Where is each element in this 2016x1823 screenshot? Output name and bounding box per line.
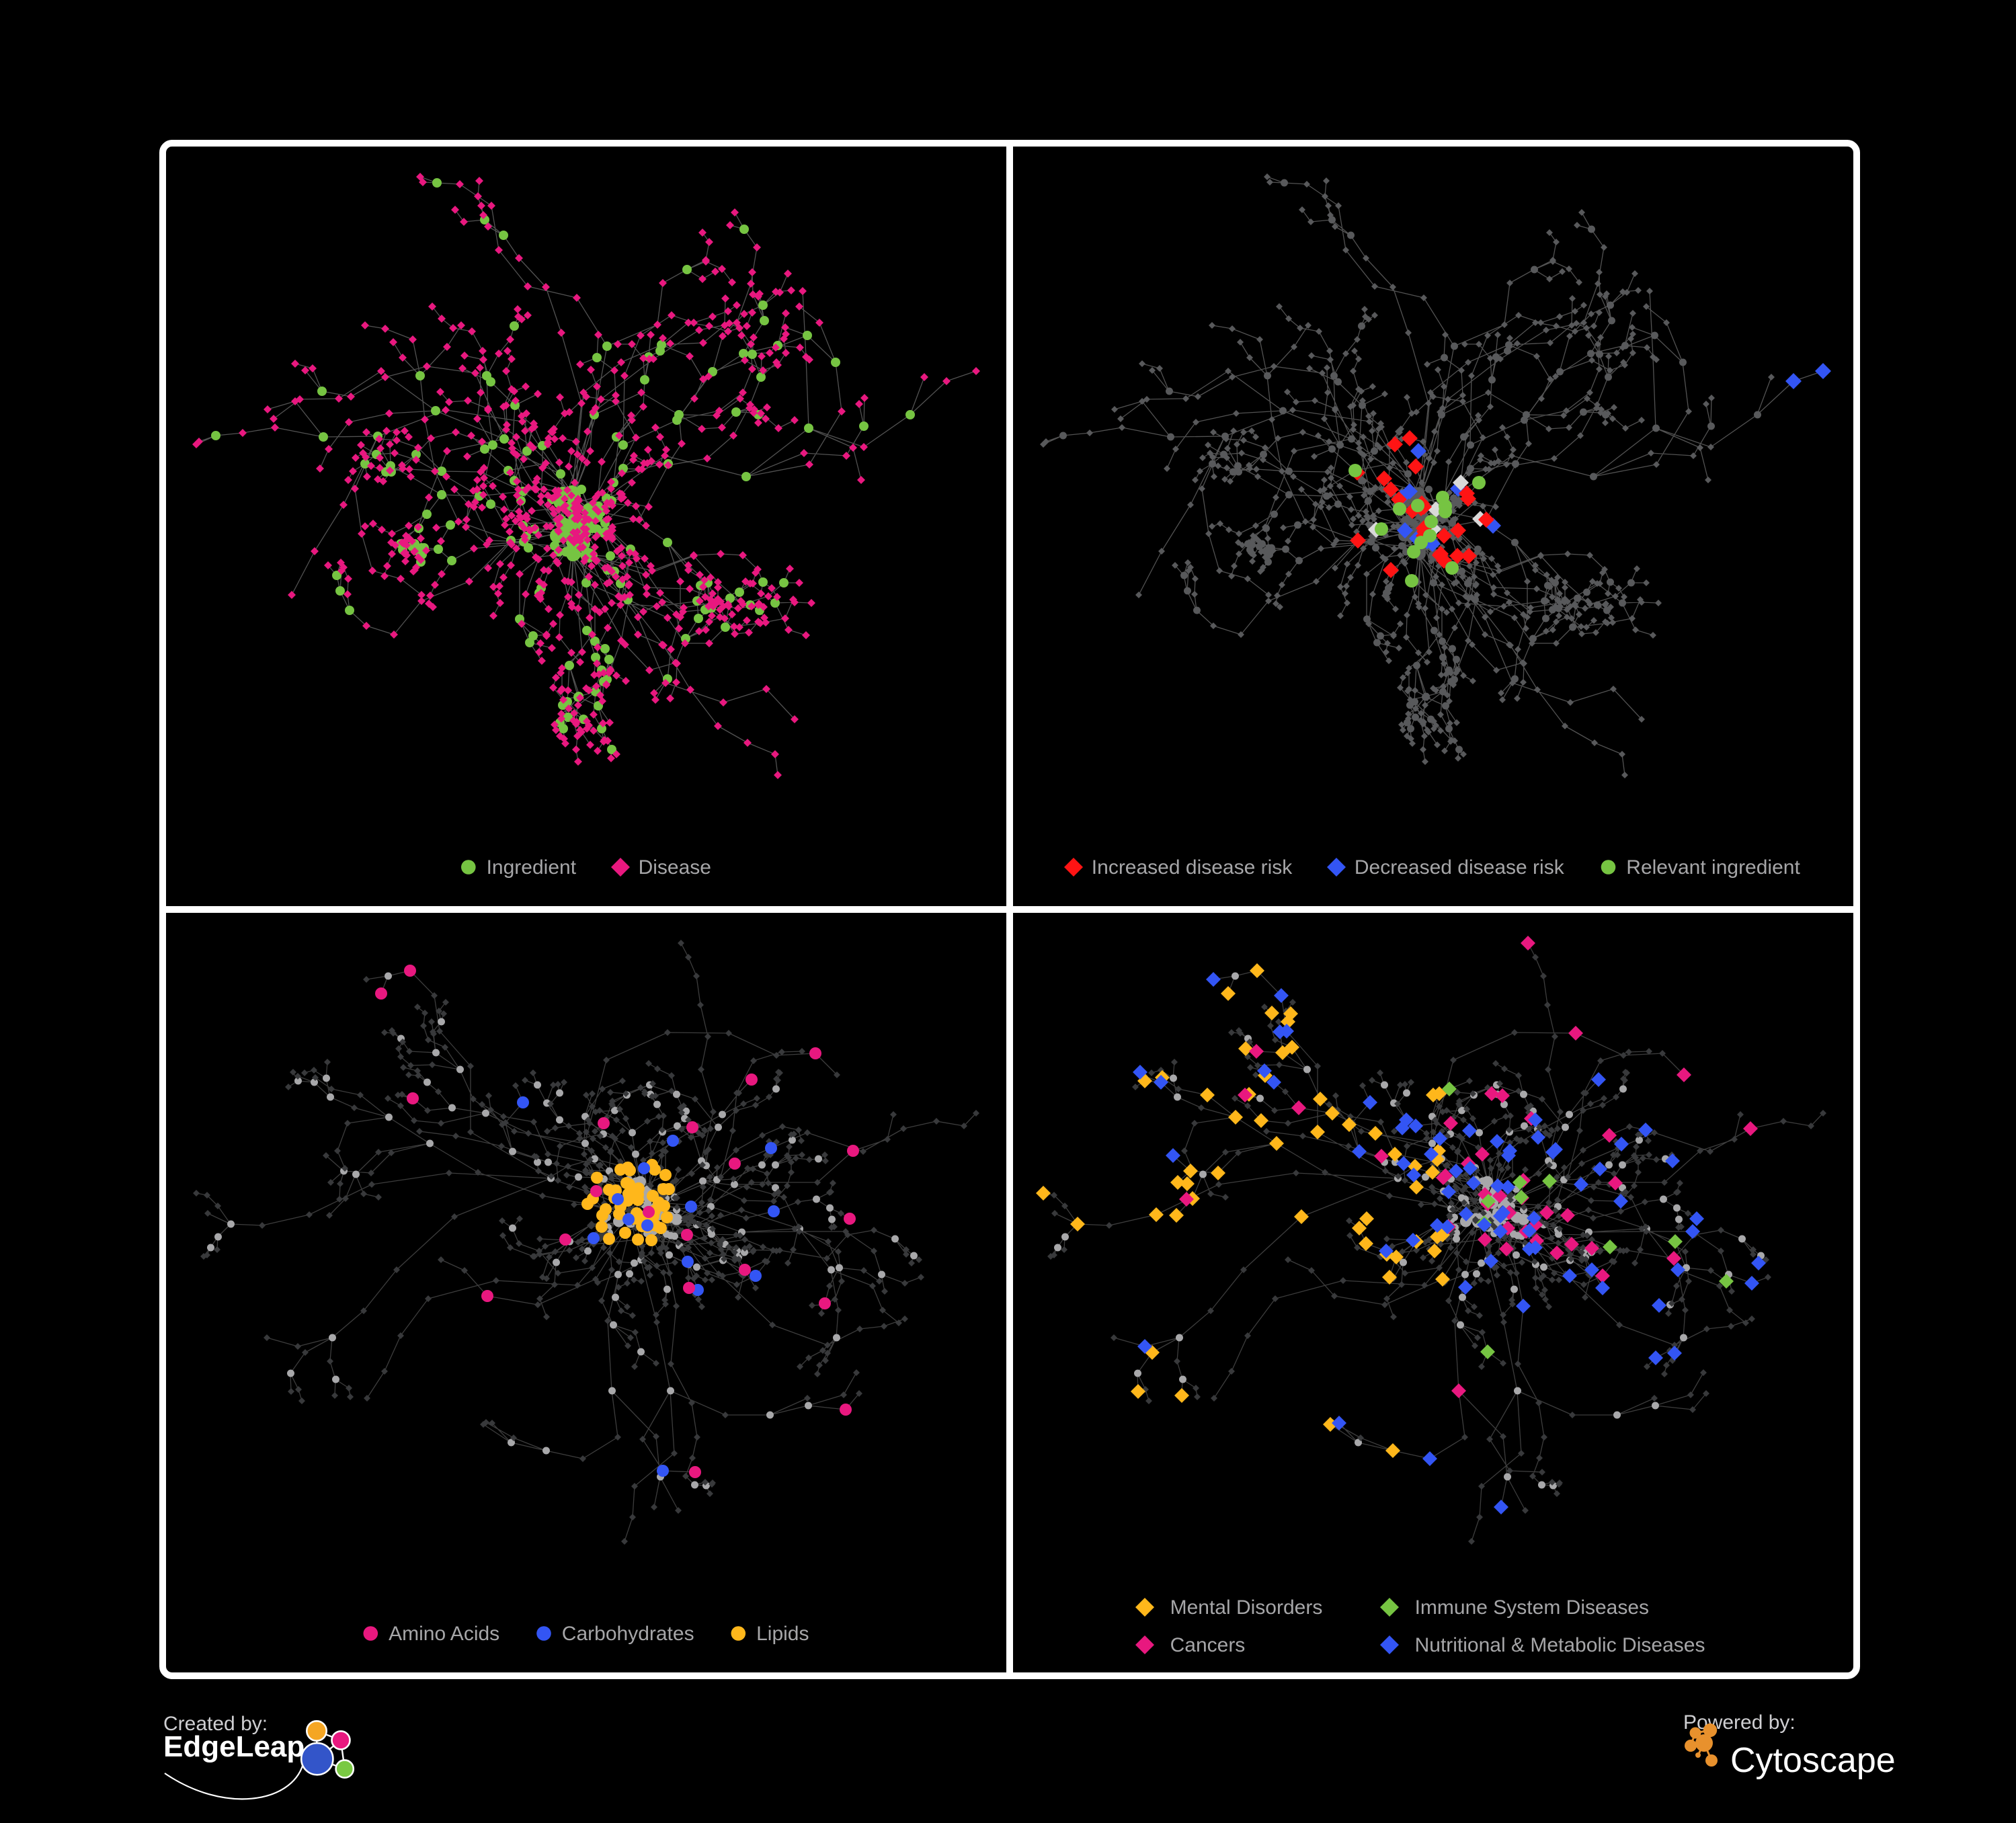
svg-text:Cytoscape: Cytoscape — [1730, 1741, 1896, 1780]
svg-text:Ingredient: Ingredient — [487, 856, 577, 879]
svg-text:Decreased disease risk: Decreased disease risk — [1355, 856, 1565, 879]
svg-text:Increased disease risk: Increased disease risk — [1092, 856, 1293, 879]
svg-text:Cancers: Cancers — [1170, 1634, 1246, 1656]
svg-text:Lipids: Lipids — [756, 1623, 809, 1645]
svg-text:Amino Acids: Amino Acids — [389, 1623, 499, 1645]
svg-text:EdgeLeap: EdgeLeap — [163, 1730, 305, 1763]
svg-text:Disease: Disease — [639, 856, 711, 879]
svg-text:Nutritional & Metabolic Diseas: Nutritional & Metabolic Diseases — [1415, 1634, 1705, 1656]
svg-text:Mental Disorders: Mental Disorders — [1170, 1596, 1323, 1619]
svg-text:Carbohydrates: Carbohydrates — [562, 1623, 694, 1645]
svg-text:Immune System Diseases: Immune System Diseases — [1415, 1596, 1649, 1619]
svg-text:Relevant ingredient: Relevant ingredient — [1626, 856, 1800, 879]
